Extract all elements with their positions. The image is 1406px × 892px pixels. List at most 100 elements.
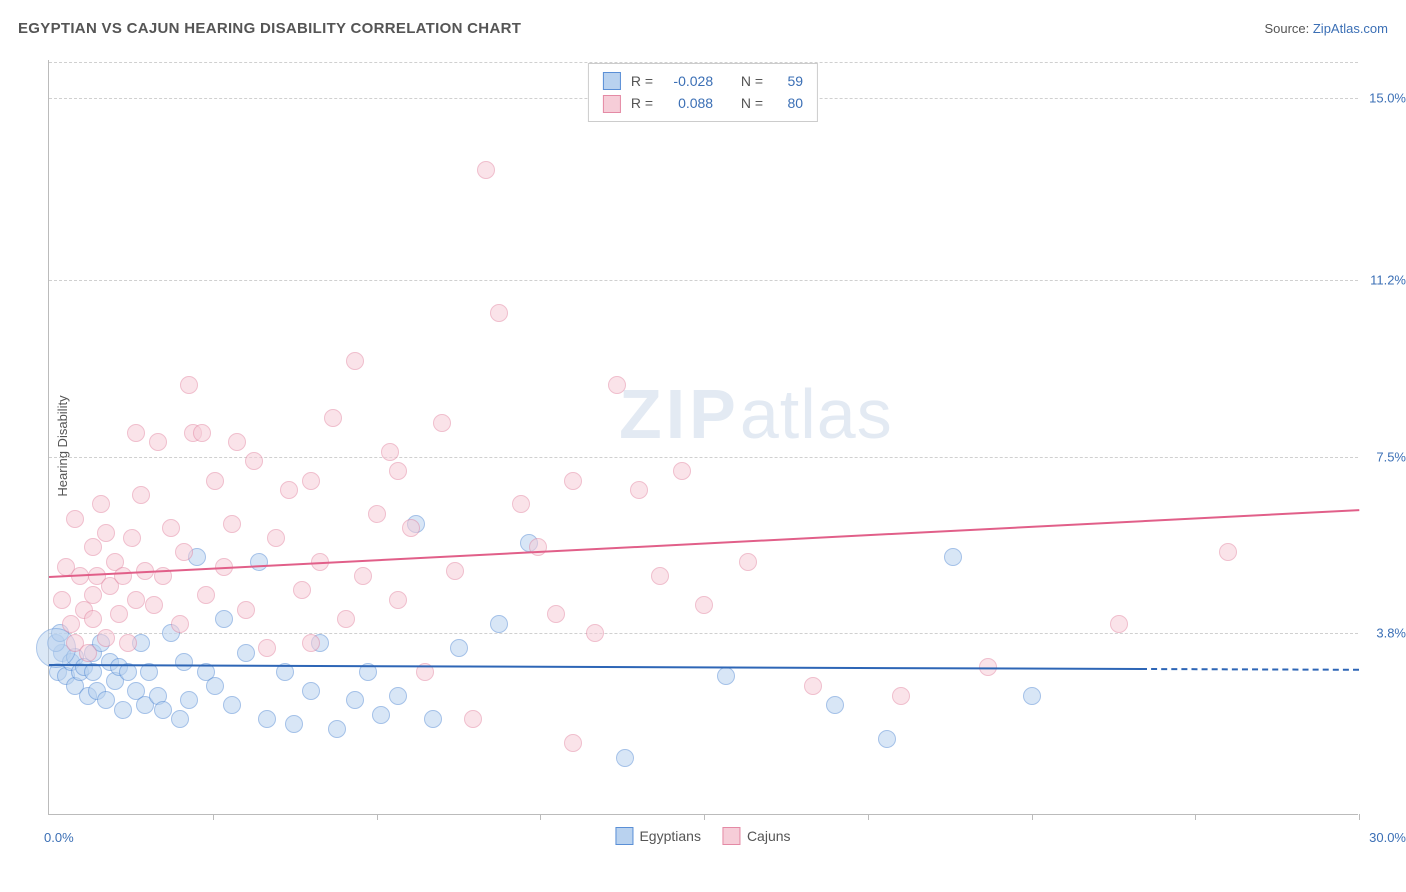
data-point — [826, 696, 844, 714]
x-tick — [1032, 814, 1033, 820]
source-attribution: Source: ZipAtlas.com — [1264, 21, 1388, 36]
data-point — [324, 409, 342, 427]
stat-r-value: 0.088 — [663, 92, 713, 114]
data-point — [346, 691, 364, 709]
chart-header: EGYPTIAN VS CAJUN HEARING DISABILITY COR… — [18, 20, 1388, 37]
data-point — [114, 701, 132, 719]
legend-item: Cajuns — [723, 827, 791, 845]
data-point — [433, 414, 451, 432]
data-point — [337, 610, 355, 628]
data-point — [171, 710, 189, 728]
data-point — [490, 615, 508, 633]
data-point — [878, 730, 896, 748]
stat-n-label: N = — [741, 70, 763, 92]
x-max-label: 30.0% — [1369, 830, 1406, 845]
x-tick — [540, 814, 541, 820]
stat-n-value: 80 — [773, 92, 803, 114]
legend-label: Cajuns — [747, 828, 791, 844]
data-point — [258, 639, 276, 657]
chart-title: EGYPTIAN VS CAJUN HEARING DISABILITY COR… — [18, 20, 521, 37]
data-point — [215, 610, 233, 628]
data-point — [245, 452, 263, 470]
data-point — [149, 433, 167, 451]
data-point — [79, 644, 97, 662]
stat-r-value: -0.028 — [663, 70, 713, 92]
y-tick-label: 3.8% — [1362, 626, 1406, 641]
data-point — [446, 562, 464, 580]
data-point — [302, 682, 320, 700]
data-point — [175, 653, 193, 671]
legend-swatch — [615, 827, 633, 845]
data-point — [132, 486, 150, 504]
data-point — [66, 510, 84, 528]
data-point — [368, 505, 386, 523]
x-tick — [704, 814, 705, 820]
data-point — [293, 581, 311, 599]
data-point — [280, 481, 298, 499]
legend-item: Egyptians — [615, 827, 700, 845]
data-point — [512, 495, 530, 513]
data-point — [354, 567, 372, 585]
data-point — [193, 424, 211, 442]
gridline — [49, 280, 1358, 281]
data-point — [490, 304, 508, 322]
data-point — [608, 376, 626, 394]
data-point — [267, 529, 285, 547]
watermark: ZIPatlas — [619, 374, 893, 454]
source-prefix: Source: — [1264, 21, 1312, 36]
data-point — [258, 710, 276, 728]
data-point — [127, 424, 145, 442]
gridline — [49, 633, 1358, 634]
watermark-zip: ZIP — [619, 375, 740, 453]
data-point — [424, 710, 442, 728]
x-tick — [1359, 814, 1360, 820]
data-point — [695, 596, 713, 614]
data-point — [206, 677, 224, 695]
data-point — [302, 472, 320, 490]
legend-swatch — [723, 827, 741, 845]
legend-label: Egyptians — [639, 828, 700, 844]
source-link[interactable]: ZipAtlas.com — [1313, 21, 1388, 36]
stat-r-label: R = — [631, 70, 653, 92]
data-point — [223, 696, 241, 714]
data-point — [250, 553, 268, 571]
plot-region: ZIPatlas 3.8%7.5%11.2%15.0% — [48, 60, 1358, 815]
data-point — [180, 376, 198, 394]
stat-r-label: R = — [631, 92, 653, 114]
data-point — [123, 529, 141, 547]
x-min-label: 0.0% — [44, 830, 74, 845]
data-point — [389, 687, 407, 705]
data-point — [237, 644, 255, 662]
data-point — [223, 515, 241, 533]
data-point — [302, 634, 320, 652]
y-tick-label: 11.2% — [1362, 272, 1406, 287]
data-point — [97, 524, 115, 542]
data-point — [372, 706, 390, 724]
data-point — [944, 548, 962, 566]
data-point — [84, 586, 102, 604]
data-point — [119, 634, 137, 652]
bottom-legend: Egyptians Cajuns — [615, 827, 790, 845]
data-point — [53, 591, 71, 609]
data-point — [529, 538, 547, 556]
data-point — [673, 462, 691, 480]
data-point — [145, 596, 163, 614]
data-point — [197, 586, 215, 604]
data-point — [206, 472, 224, 490]
stat-n-label: N = — [741, 92, 763, 114]
data-point — [564, 472, 582, 490]
data-point — [892, 687, 910, 705]
y-tick-label: 15.0% — [1362, 91, 1406, 106]
data-point — [464, 710, 482, 728]
data-point — [381, 443, 399, 461]
data-point — [616, 749, 634, 767]
data-point — [237, 601, 255, 619]
data-point — [171, 615, 189, 633]
chart-area: ZIPatlas 3.8%7.5%11.2%15.0% R = -0.028 N … — [48, 60, 1358, 815]
data-point — [84, 538, 102, 556]
data-point — [114, 567, 132, 585]
data-point — [328, 720, 346, 738]
data-point — [651, 567, 669, 585]
trend-line-dashed — [1141, 668, 1359, 671]
stat-n-value: 59 — [773, 70, 803, 92]
